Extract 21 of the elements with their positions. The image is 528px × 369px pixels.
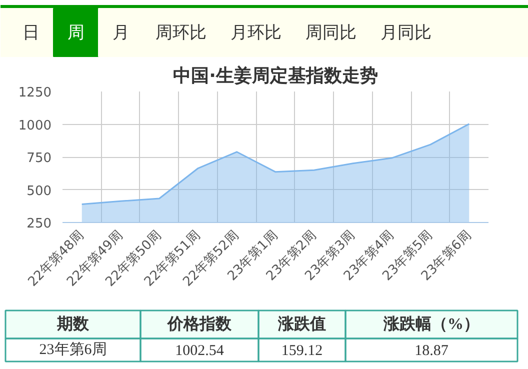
text: 159.12 bbox=[281, 343, 323, 359]
y-tick-label: 1000 bbox=[18, 118, 52, 134]
category-label: 月同比 bbox=[380, 23, 432, 42]
category-label: 周同比 bbox=[306, 23, 356, 42]
category-label: 涨跌值 bbox=[277, 315, 326, 333]
category-label: 涨跌幅（%） bbox=[382, 315, 480, 333]
chart-title: 中国·生姜周定基指数走势 bbox=[173, 64, 378, 86]
text: 1002.54 bbox=[175, 343, 224, 359]
text: 23年第6周 bbox=[39, 341, 107, 358]
y-tick-label: 750 bbox=[26, 151, 52, 166]
category-label: 周 bbox=[68, 23, 84, 42]
y-tick-label: 1250 bbox=[18, 86, 52, 100]
category-label: 月环比 bbox=[230, 23, 282, 42]
category-label: 月 bbox=[112, 23, 130, 42]
category-label: 日 bbox=[22, 23, 40, 42]
category-label: 期数 bbox=[56, 315, 90, 333]
category-label: 价格指数 bbox=[166, 315, 232, 333]
y-tick-label: 500 bbox=[26, 184, 52, 199]
category-label: 周环比 bbox=[156, 23, 206, 42]
y-tick-label: 250 bbox=[26, 216, 52, 232]
text: 18.87 bbox=[414, 343, 449, 359]
